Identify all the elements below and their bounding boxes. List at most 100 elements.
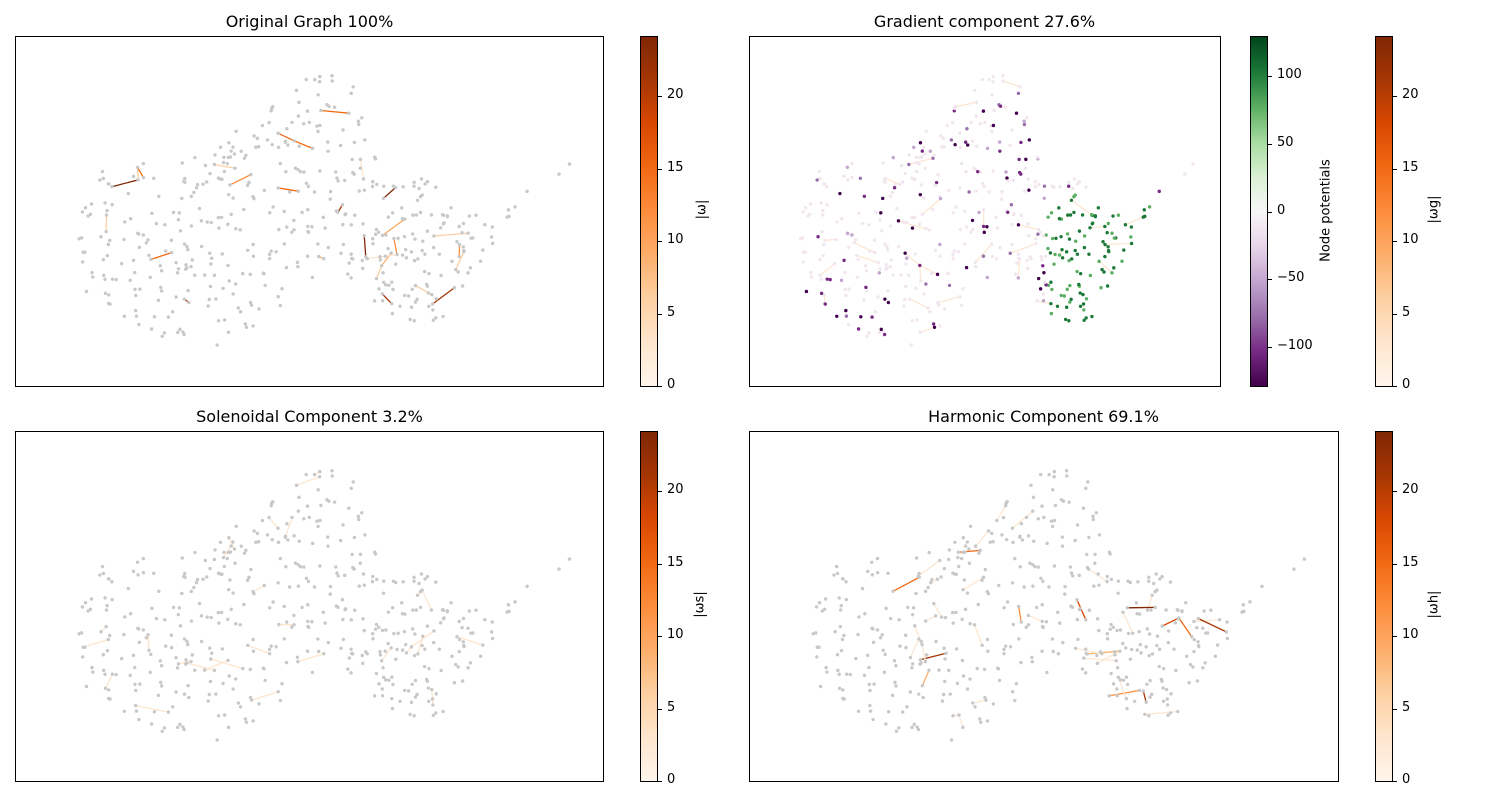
graph-node: [228, 578, 232, 582]
graph-node: [975, 666, 979, 671]
graph-node: [148, 670, 152, 675]
graph-node: [409, 700, 414, 704]
graph-node: [891, 155, 895, 160]
graph-node: [1082, 318, 1086, 322]
graph-node: [1068, 300, 1072, 304]
graph-node: [886, 288, 890, 293]
graph-node: [1123, 223, 1128, 227]
graph-node: [865, 334, 869, 338]
graph-node: [332, 105, 337, 109]
graph-node: [1103, 254, 1107, 259]
graph-node: [431, 640, 436, 645]
graph-node: [101, 652, 106, 657]
graph-node: [226, 330, 231, 335]
graph-node: [990, 93, 994, 97]
graph-node: [460, 230, 464, 235]
graph-node: [431, 703, 435, 707]
graph-node: [825, 185, 829, 189]
graph-node: [1024, 157, 1028, 162]
graph-node: [403, 612, 407, 616]
graph-node: [1147, 205, 1152, 209]
graph-node: [402, 234, 407, 239]
graph-node: [370, 579, 375, 584]
graph-node: [1160, 624, 1164, 628]
graph-node: [77, 632, 81, 636]
graph-node: [197, 601, 202, 606]
graph-node: [430, 687, 434, 692]
graph-node: [343, 212, 348, 216]
graph-node: [180, 161, 184, 165]
graph-node: [400, 253, 405, 257]
graph-node: [910, 725, 914, 730]
graph-node: [349, 651, 354, 656]
graph-node: [349, 618, 353, 622]
graph-node: [327, 499, 331, 503]
graph-node: [1240, 610, 1244, 614]
graph-node: [1118, 678, 1123, 682]
graph-node: [1094, 511, 1099, 515]
graph-node: [875, 570, 880, 575]
graph-node: [361, 222, 365, 226]
graph-node: [1044, 620, 1049, 624]
graph-node: [285, 620, 289, 624]
graph-node: [819, 277, 823, 281]
graph-edge: [104, 673, 114, 689]
colorbar-tick: 15: [1402, 555, 1419, 570]
graph-node: [220, 647, 224, 651]
graph-node: [1053, 252, 1057, 257]
graph-node: [409, 305, 414, 309]
graph-node: [352, 535, 357, 540]
graph-node: [1053, 503, 1058, 508]
graph-node: [107, 633, 112, 638]
graph-node: [1096, 572, 1100, 576]
graph-node: [1103, 224, 1107, 229]
graph-node: [244, 720, 249, 725]
graph-node: [958, 295, 962, 299]
graph-node: [107, 238, 112, 243]
graph-node: [506, 208, 511, 212]
graph-edge: [974, 243, 993, 263]
graph-edge: [919, 265, 922, 282]
graph-node: [248, 695, 253, 700]
graph-node: [1105, 632, 1109, 636]
graph-node: [403, 642, 408, 647]
graph-node: [356, 514, 361, 518]
graph-node: [1004, 170, 1008, 174]
graph-node: [1077, 229, 1082, 233]
graph-node: [437, 647, 442, 651]
graph-node: [947, 548, 952, 552]
graph-node: [1044, 233, 1048, 237]
graph-node: [306, 224, 310, 229]
graph-node: [189, 224, 194, 228]
graph-node: [968, 677, 972, 681]
colorbar-tick: 5: [667, 700, 676, 715]
graph-node: [1103, 242, 1107, 247]
graph-node: [842, 697, 846, 701]
graph-node: [1033, 179, 1038, 184]
graph-node: [304, 77, 308, 82]
graph-node: [1034, 605, 1039, 610]
graph-node: [262, 667, 266, 671]
graph-node: [454, 662, 458, 667]
graph-node: [122, 709, 127, 714]
graph-node: [840, 577, 845, 581]
graph-node: [474, 608, 478, 612]
graph-node: [1095, 617, 1100, 621]
graph-node: [1002, 647, 1006, 652]
graph-node: [1137, 612, 1142, 616]
graph-node: [412, 180, 416, 184]
graph-node: [222, 564, 227, 569]
graph-node: [1052, 564, 1057, 568]
colorbar-tick: 5: [1402, 700, 1411, 715]
graph-node: [269, 249, 273, 253]
graph-node: [307, 515, 312, 520]
graph-node: [951, 256, 955, 261]
graph-node: [210, 651, 214, 655]
graph-node: [976, 169, 980, 174]
graph-node: [193, 550, 197, 555]
graph-node: [310, 225, 314, 229]
graph-node: [415, 593, 420, 597]
graph-node: [845, 231, 850, 236]
graph-node: [1131, 631, 1135, 635]
graph-node: [108, 302, 112, 306]
